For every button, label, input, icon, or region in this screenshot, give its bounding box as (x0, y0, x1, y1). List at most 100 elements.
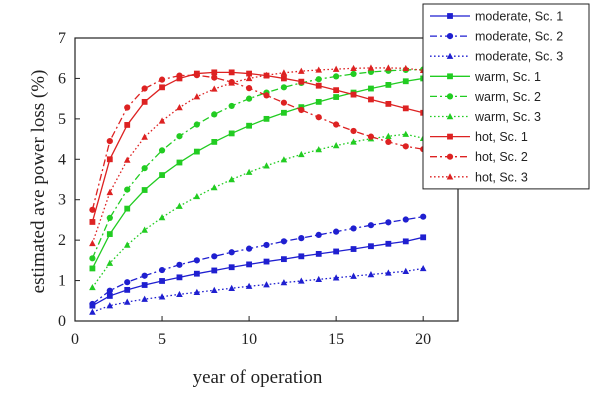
data-point (123, 156, 131, 163)
data-point (193, 93, 201, 100)
data-point (333, 87, 340, 94)
data-point (246, 261, 252, 268)
data-point (176, 72, 183, 79)
legend-item: warm, Sc. 2 (430, 90, 541, 104)
data-point (333, 73, 340, 80)
data-point (89, 300, 96, 308)
data-point (315, 275, 323, 283)
legend-label: warm, Sc. 2 (474, 90, 541, 104)
series-line (91, 133, 424, 288)
data-point (123, 298, 131, 305)
data-point (211, 74, 218, 81)
data-point (367, 133, 375, 140)
data-point (402, 216, 409, 223)
data-point (158, 293, 166, 300)
series-6 (89, 130, 427, 291)
data-point (350, 138, 357, 145)
legend-marker (446, 93, 454, 100)
data-point (246, 70, 252, 77)
series-layer (89, 64, 427, 315)
y-tick-label: 7 (58, 30, 66, 47)
data-point (210, 286, 218, 293)
data-point (193, 121, 200, 128)
series-line (91, 71, 424, 223)
series-line (91, 67, 424, 244)
legend-item: moderate, Sc. 3 (430, 50, 563, 64)
data-point (333, 228, 340, 235)
y-tick-label: 0 (58, 313, 66, 330)
y-tick-label: 4 (58, 151, 66, 168)
data-point (385, 100, 392, 107)
data-point (385, 81, 392, 88)
data-point (402, 267, 410, 274)
data-point (385, 138, 392, 146)
series-5 (89, 66, 427, 262)
data-point (315, 114, 322, 121)
data-point (124, 186, 131, 193)
data-point (89, 283, 96, 291)
data-point (176, 261, 183, 268)
data-point (193, 288, 201, 295)
data-point (210, 184, 218, 191)
legend: moderate, Sc. 1 moderate, Sc. 2 moderate, … (422, 3, 590, 190)
legend-label: moderate, Sc. 3 (475, 50, 563, 64)
series-8 (89, 72, 427, 213)
data-point (141, 187, 148, 193)
data-point (159, 278, 165, 284)
legend-item: moderate, Sc. 2 (430, 30, 563, 44)
data-point (350, 64, 357, 72)
data-point (332, 142, 340, 149)
data-point (228, 102, 235, 110)
legend-marker (446, 33, 454, 40)
data-point (123, 241, 131, 248)
data-point (89, 308, 96, 315)
legend-label: moderate, Sc. 2 (475, 30, 563, 44)
data-point (106, 302, 114, 309)
data-point (124, 104, 131, 111)
series-line (91, 77, 424, 269)
legend-marker (446, 153, 454, 160)
data-point (332, 274, 340, 281)
data-point (211, 139, 218, 145)
data-point (141, 98, 148, 105)
legend-marker (447, 13, 453, 19)
data-point (332, 65, 340, 72)
data-point (141, 165, 148, 172)
legend-label: warm, Sc. 1 (474, 70, 541, 84)
data-point (368, 85, 374, 92)
series-3 (89, 264, 427, 315)
data-point (124, 205, 131, 212)
y-tick-label: 2 (58, 232, 66, 249)
series-line (91, 68, 424, 259)
data-point (298, 253, 305, 260)
legend-label: hot, Sc. 1 (475, 130, 528, 144)
data-point (158, 214, 166, 221)
x-tick-label: 20 (415, 331, 431, 348)
data-point (333, 94, 340, 100)
legend-marker (447, 133, 453, 140)
data-point (263, 71, 270, 78)
data-point (124, 286, 131, 293)
data-point (402, 78, 409, 85)
data-point (280, 84, 288, 91)
data-point (141, 226, 148, 233)
data-point (193, 270, 200, 277)
data-point (141, 282, 148, 288)
data-point (106, 293, 113, 299)
legend-label: warm, Sc. 3 (474, 110, 541, 124)
data-point (106, 188, 114, 196)
data-point (315, 66, 323, 73)
series-7 (89, 69, 427, 225)
data-point (176, 202, 183, 209)
data-point (211, 111, 218, 118)
data-point (141, 295, 148, 302)
data-point (228, 284, 235, 291)
data-point (315, 98, 322, 105)
data-point (193, 192, 201, 200)
series-2 (89, 213, 427, 308)
data-point (350, 225, 357, 232)
data-point (368, 243, 374, 250)
data-point (315, 82, 322, 89)
legend-label: hot, Sc. 2 (475, 150, 528, 164)
data-point (280, 279, 288, 286)
